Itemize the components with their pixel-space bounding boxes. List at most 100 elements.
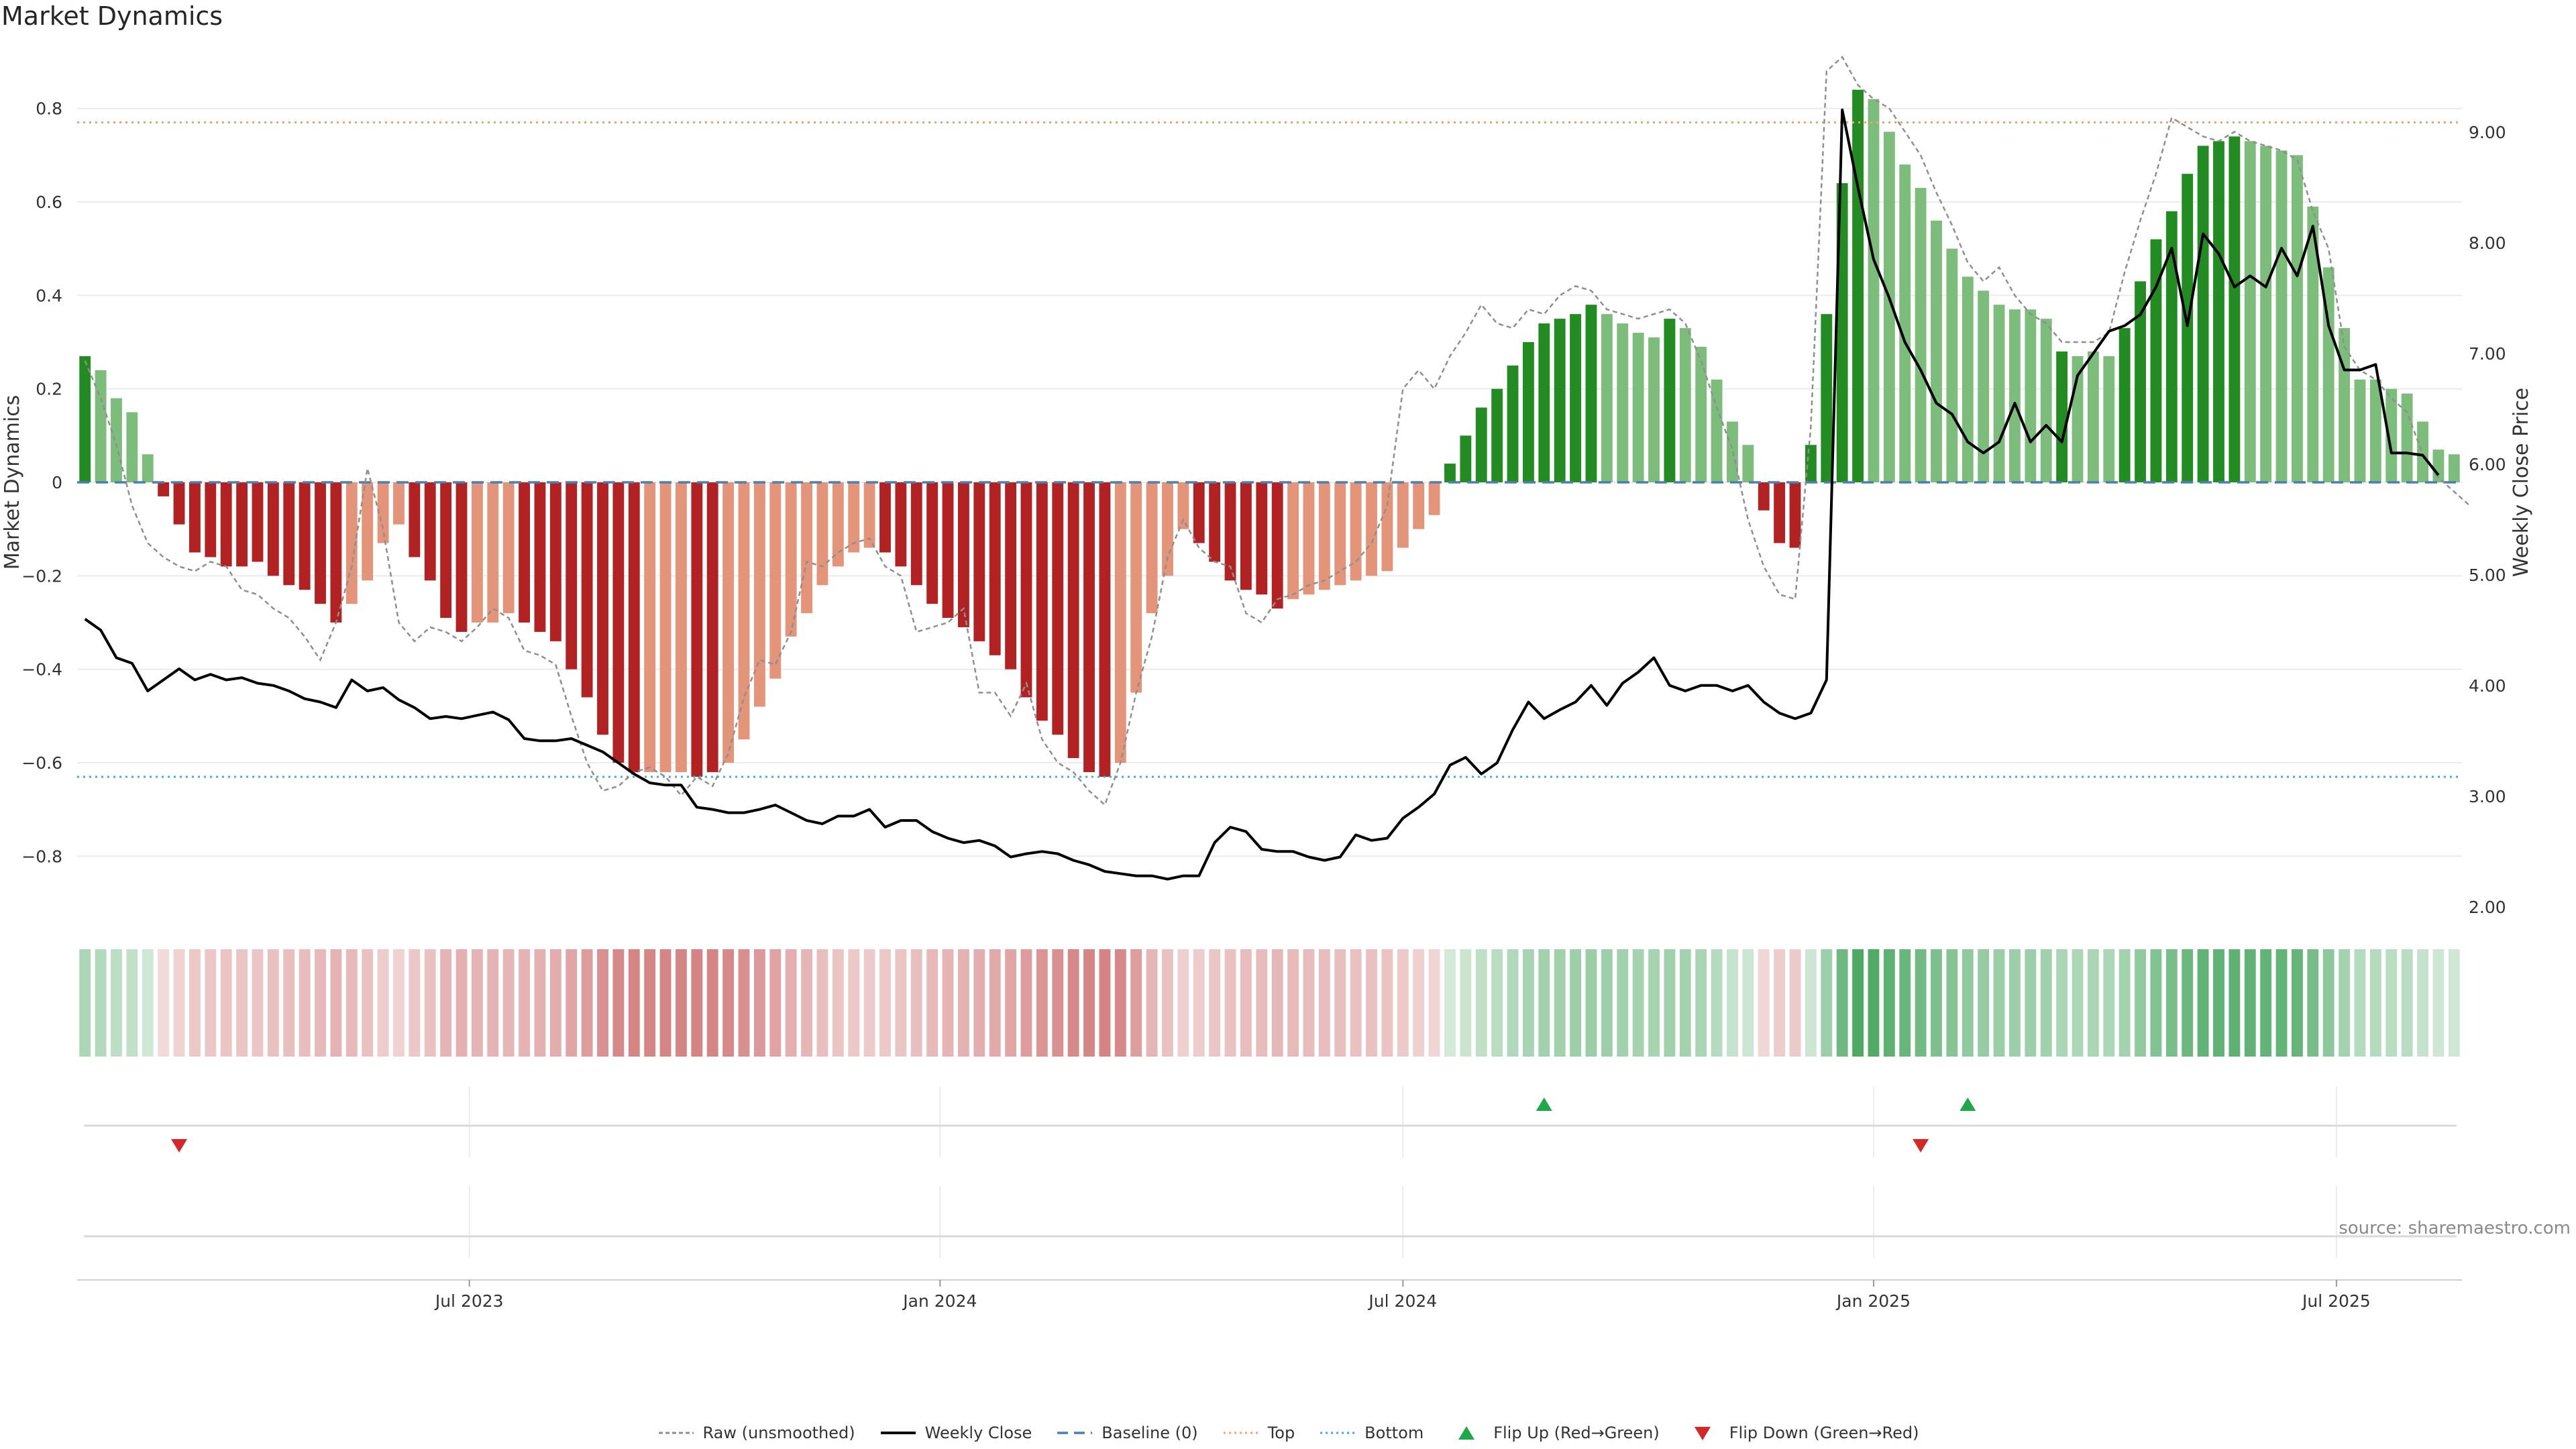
x-tick-label: Jul 2024	[1367, 1291, 1437, 1311]
ribbon-cell	[126, 949, 138, 1057]
ribbon-cell	[299, 949, 311, 1057]
bar	[502, 482, 515, 614]
bar	[2260, 146, 2272, 482]
bar	[879, 482, 891, 553]
ribbon-cell	[1475, 949, 1487, 1057]
ribbon-cell	[895, 949, 907, 1057]
bar	[1978, 290, 1990, 482]
bar	[173, 482, 185, 525]
legend-item-top: Top	[1222, 1424, 1295, 1442]
ribbon-cell	[2322, 949, 2334, 1057]
grid-layer	[77, 107, 2462, 857]
ribbon-cell	[1554, 949, 1566, 1057]
bar	[1570, 314, 1581, 482]
bar	[377, 482, 389, 543]
legend-item-raw: Raw (unsmoothed)	[657, 1424, 855, 1442]
ribbon-cell	[1585, 949, 1597, 1057]
bar	[1789, 482, 1801, 548]
bar	[2229, 136, 2241, 483]
bar	[1271, 482, 1283, 609]
bar	[362, 482, 374, 581]
bar	[1460, 435, 1472, 482]
bar	[519, 482, 530, 623]
bar	[2025, 309, 2037, 482]
ribbon-cell	[1083, 949, 1095, 1057]
ribbon-cell	[1883, 949, 1895, 1057]
ribbon-cell	[455, 949, 468, 1057]
ribbon-cell	[2213, 949, 2224, 1057]
x-tick-label: Jan 2025	[1835, 1291, 1911, 1311]
ribbon-cell	[785, 949, 797, 1057]
ribbon-cell	[691, 949, 703, 1057]
source-note: source: sharemaestro.com	[2339, 1218, 2571, 1238]
bar	[1522, 341, 1534, 482]
ribbon-cell	[2009, 949, 2021, 1057]
ribbon-cell	[848, 949, 860, 1057]
ribbon-cell	[2165, 949, 2178, 1057]
y2-axis-title: Weekly Close Price	[2510, 388, 2533, 577]
bar	[1742, 445, 1754, 482]
bar	[1240, 482, 1252, 590]
y2-tick-label: 4.00	[2469, 676, 2506, 696]
bar	[659, 482, 672, 772]
ribbon-cell	[519, 949, 530, 1057]
ribbon-cell	[1711, 949, 1723, 1057]
ribbon-cell	[1648, 949, 1660, 1057]
ribbon-cell	[1617, 949, 1629, 1057]
legend-label: Flip Up (Red→Green)	[1493, 1424, 1660, 1442]
bar	[785, 482, 797, 637]
ribbon-cell	[1413, 949, 1425, 1057]
x-tick-label: Jan 2024	[902, 1291, 977, 1311]
y-tick-label: 0.2	[36, 380, 62, 399]
bar	[393, 482, 405, 525]
bar	[2103, 356, 2115, 482]
ribbon-cell	[2025, 949, 2037, 1057]
bar	[1507, 365, 1519, 482]
flip-down-marker	[1913, 1139, 1929, 1152]
bar	[2056, 351, 2068, 482]
ribbon-cell	[409, 949, 421, 1057]
ribbon-cell	[1052, 949, 1064, 1057]
legend-item-bottom: Bottom	[1319, 1424, 1424, 1442]
bar	[2165, 211, 2178, 482]
bar	[471, 482, 483, 623]
ribbon-cell	[205, 949, 217, 1057]
ribbon-cell	[1601, 949, 1613, 1057]
bar	[910, 482, 922, 586]
bar	[2339, 328, 2351, 482]
ribbon-cell	[628, 949, 640, 1057]
bar	[1962, 276, 1974, 482]
ribbon-cell	[2135, 949, 2146, 1057]
y2-tick-label: 5.00	[2469, 566, 2506, 585]
ribbon-cell	[1727, 949, 1738, 1057]
ribbon-cell	[942, 949, 954, 1057]
legend: Raw (unsmoothed) Weekly Close Baseline (0)…	[0, 1419, 2576, 1446]
bar	[1099, 482, 1111, 777]
x-tick-label: Jul 2023	[434, 1291, 504, 1311]
y2-tick-label: 9.00	[2469, 123, 2506, 142]
legend-label: Baseline (0)	[1102, 1424, 1198, 1442]
ribbon-cell	[659, 949, 672, 1057]
y2-tick-label: 8.00	[2469, 233, 2506, 253]
legend-label: Flip Down (Green→Red)	[1729, 1424, 1919, 1442]
bar	[189, 482, 201, 553]
y-tick-label: −0.2	[21, 566, 62, 586]
bar	[1428, 482, 1440, 515]
ribbon-cell	[1099, 949, 1111, 1057]
bar	[1366, 482, 1377, 576]
legend-item-flip-up: Flip Up (Red→Green)	[1448, 1424, 1660, 1442]
ribbon-cell	[2182, 949, 2194, 1057]
bar	[2292, 155, 2303, 483]
bar	[220, 482, 232, 567]
bar	[1005, 482, 1017, 669]
bar	[1632, 333, 1644, 482]
bar	[111, 398, 122, 482]
ribbon-cell	[2448, 949, 2460, 1057]
legend-swatch-close	[879, 1425, 917, 1441]
y2-tick-label: 3.00	[2469, 787, 2506, 806]
ribbon-cell	[2432, 949, 2445, 1057]
ribbon-cell	[142, 949, 154, 1057]
bar	[1130, 482, 1142, 693]
flip-up-marker	[1960, 1097, 1976, 1111]
bar	[566, 482, 578, 669]
